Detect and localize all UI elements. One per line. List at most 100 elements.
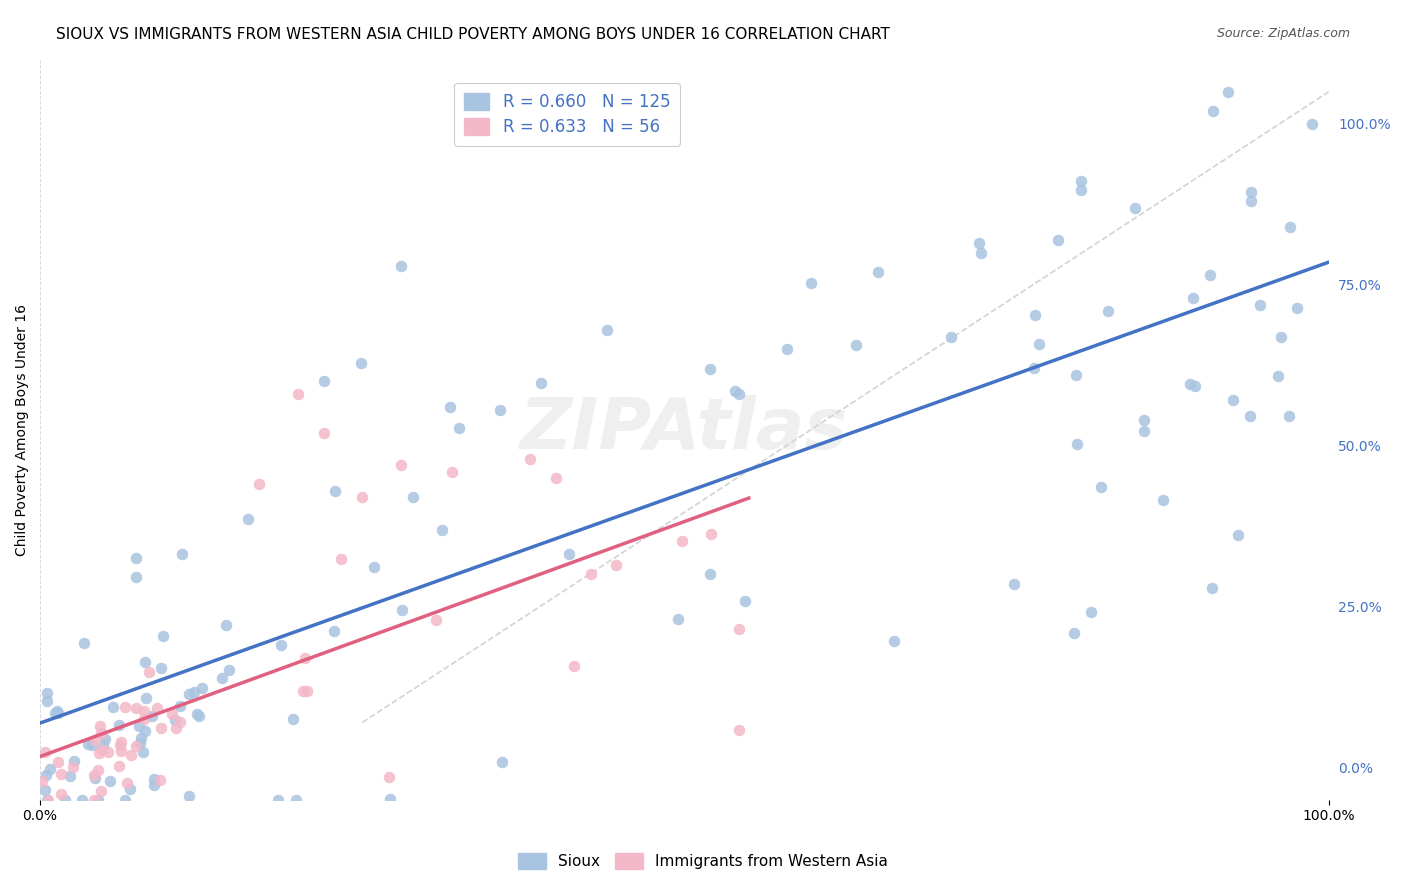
Point [114,700,136,714]
Point [699,361,721,376]
Point [62,754,84,768]
Point [90,784,112,798]
Point [97,745,120,759]
Point [108,717,131,731]
Point [845,338,868,352]
Point [1002,576,1025,591]
Point [491,755,513,769]
Point [84,771,107,785]
Point [101,700,124,714]
Point [402,490,425,504]
Point [1070,183,1092,197]
Point [49,787,72,801]
Point [165,722,187,736]
Point [179,687,201,701]
Point [34,745,56,759]
Point [1090,480,1112,494]
Point [558,547,581,561]
Point [37,793,59,807]
Point [91,743,114,757]
Point [35,694,58,708]
Point [46,756,69,770]
Point [247,477,270,491]
Point [734,594,756,608]
Point [39,762,62,776]
Point [1132,424,1154,438]
Point [152,629,174,643]
Point [120,782,142,797]
Point [73,636,96,650]
Point [143,772,166,787]
Point [728,622,751,636]
Point [1222,393,1244,408]
Point [312,425,335,440]
Point [1024,308,1046,322]
Point [1022,361,1045,376]
Point [389,259,412,273]
Y-axis label: Child Poverty Among Boys Under 16: Child Poverty Among Boys Under 16 [15,303,30,556]
Point [285,793,308,807]
Point [34,782,56,797]
Point [1066,436,1088,450]
Point [530,376,553,390]
Legend: R = 0.660   N = 125, R = 0.633   N = 56: R = 0.660 N = 125, R = 0.633 N = 56 [454,83,681,145]
Point [129,731,152,746]
Point [1180,377,1202,392]
Point [37,793,59,807]
Point [114,793,136,807]
Point [724,384,747,398]
Point [1063,625,1085,640]
Point [866,265,889,279]
Point [98,773,121,788]
Point [488,403,510,417]
Point [83,768,105,782]
Point [467,111,489,125]
Point [108,739,131,753]
Point [124,570,146,584]
Point [132,704,155,718]
Text: SIOUX VS IMMIGRANTS FROM WESTERN ASIA CHILD POVERTY AMONG BOYS UNDER 16 CORRELAT: SIOUX VS IMMIGRANTS FROM WESTERN ASIA CH… [56,27,890,42]
Point [169,714,191,729]
Point [378,792,401,806]
Point [129,735,152,749]
Point [82,739,104,753]
Point [270,638,292,652]
Point [84,733,107,747]
Text: Source: ZipAtlas.com: Source: ZipAtlas.com [1216,27,1350,40]
Point [1152,492,1174,507]
Point [728,723,751,737]
Point [45,704,67,718]
Point [322,624,344,639]
Point [287,387,309,401]
Point [1198,268,1220,283]
Point [312,375,335,389]
Point [89,746,111,760]
Point [281,712,304,726]
Point [350,356,373,370]
Point [83,793,105,807]
Point [53,793,76,807]
Point [605,558,627,572]
Point [1301,117,1323,131]
Point [666,612,689,626]
Point [70,793,93,807]
Point [87,793,110,807]
Point [430,523,453,537]
Point [1201,581,1223,595]
Point [441,465,464,479]
Point [51,767,73,781]
Point [135,691,157,706]
Point [89,719,111,733]
Point [776,343,799,357]
Point [363,560,385,574]
Point [389,458,412,472]
Point [378,770,401,784]
Point [236,511,259,525]
Point [149,661,172,675]
Point [1202,104,1225,119]
Point [134,723,156,738]
Point [87,764,110,778]
Point [579,567,602,582]
Point [544,471,567,485]
Point [150,721,173,735]
